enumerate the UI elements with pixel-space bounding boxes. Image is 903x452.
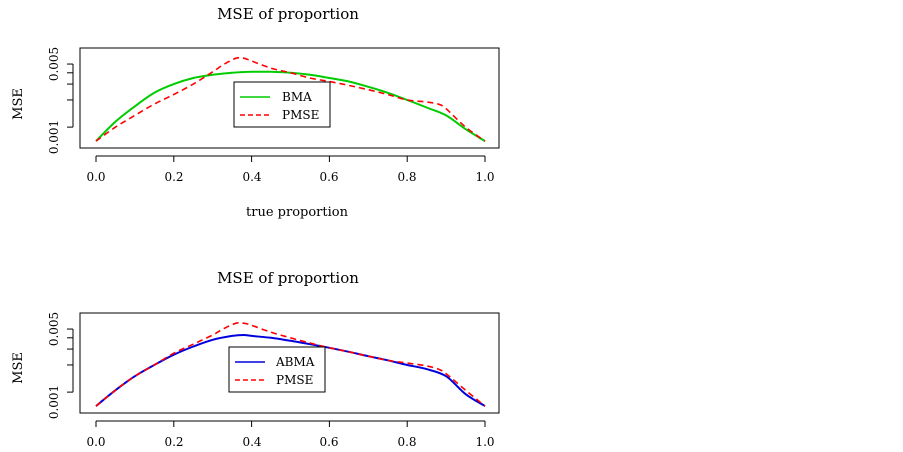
x-tick-label: 0.0 <box>86 170 105 184</box>
chart-panel-bottom: MSE of proportion MSE 0.0 0.2 0.4 0.6 0.… <box>11 269 500 449</box>
plot-frame <box>79 312 500 414</box>
series-line-pmse <box>95 321 486 407</box>
series-line-pmse <box>95 56 486 142</box>
x-tick-label: 0.8 <box>397 435 416 449</box>
legend-box <box>228 346 326 393</box>
legend-label-pmse: PMSE <box>276 373 313 387</box>
legend: ABMA PMSE <box>228 346 326 393</box>
y-tick-label: 0.001 <box>47 385 61 419</box>
chart-title: MSE of proportion <box>217 5 359 23</box>
x-tick-label: 0.2 <box>164 435 183 449</box>
x-tick-label: 0.6 <box>319 170 338 184</box>
x-tick-label: 0.4 <box>242 435 261 449</box>
chart-panel-top: MSE of proportion MSE true proportion 0.… <box>11 5 500 220</box>
legend-label-abma: ABMA <box>275 355 315 369</box>
x-tick-label: 1.0 <box>475 435 494 449</box>
x-tick-label: 1.0 <box>475 170 494 184</box>
plot-frame <box>79 47 500 149</box>
x-tick-label: 0.2 <box>164 170 183 184</box>
x-tick-label: 0.8 <box>397 170 416 184</box>
y-axis-title: MSE <box>11 88 26 120</box>
legend: BMA PMSE <box>233 81 331 128</box>
legend-box <box>233 81 331 128</box>
x-tick-label: 0.4 <box>242 170 261 184</box>
y-tick-label: 0.005 <box>47 312 61 346</box>
x-tick-label: 0.0 <box>86 435 105 449</box>
legend-label-bma: BMA <box>282 90 312 104</box>
x-tick-label: 0.6 <box>319 435 338 449</box>
x-axis-title: true proportion <box>246 205 349 220</box>
y-axis-title: MSE <box>11 352 26 384</box>
y-tick-label: 0.005 <box>47 47 61 81</box>
legend-label-pmse: PMSE <box>282 108 319 122</box>
series-line-bma <box>95 70 486 142</box>
y-tick-label: 0.001 <box>47 120 61 154</box>
chart-title: MSE of proportion <box>217 269 359 287</box>
